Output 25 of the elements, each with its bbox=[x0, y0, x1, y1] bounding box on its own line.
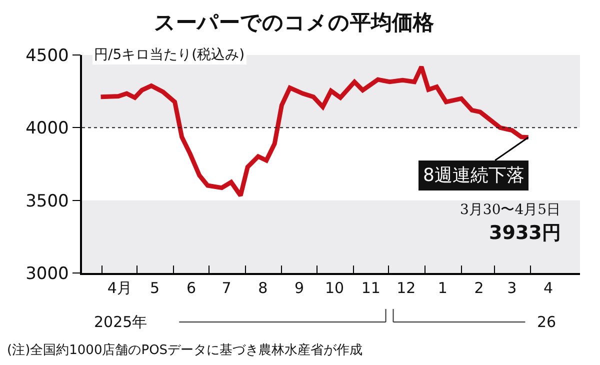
x-tick-label: 5 bbox=[150, 278, 160, 297]
y-tick-label: 3000 bbox=[26, 264, 69, 284]
x-tick-label: 4月 bbox=[107, 278, 132, 297]
y-tick-label: 4000 bbox=[26, 118, 69, 139]
x-tick-label: 2 bbox=[474, 278, 484, 297]
text: 2025年 bbox=[94, 313, 148, 331]
text: (注)全国約1000店舗のPOSデータに基づき農林水産省が作成 bbox=[7, 342, 363, 358]
annotation: 8週連続下落 bbox=[423, 165, 524, 186]
y-tick-label: 4500 bbox=[26, 46, 69, 66]
y-tick-label: 3500 bbox=[26, 191, 69, 212]
x-tick-label: 10 bbox=[324, 278, 344, 297]
chart-title: スーパーでのコメの平均価格 bbox=[154, 10, 435, 34]
x-tick-label: 7 bbox=[222, 278, 232, 297]
x-tick-label: 12 bbox=[396, 278, 416, 297]
x-tick-label: 1 bbox=[438, 278, 448, 297]
x-tick-label: 8 bbox=[258, 278, 268, 297]
annotation: 3月30〜4月5日 bbox=[460, 202, 561, 218]
y-axis-title: 円/5キロ当たり(税込み) bbox=[94, 47, 245, 63]
text: 26 bbox=[537, 313, 556, 331]
x-tick-label: 3 bbox=[507, 278, 517, 297]
annotation: 3933円 bbox=[489, 222, 561, 244]
x-tick-label: 11 bbox=[361, 278, 380, 297]
x-tick-label: 6 bbox=[186, 278, 196, 297]
x-tick-label: 4 bbox=[544, 278, 554, 297]
x-tick-label: 9 bbox=[294, 278, 304, 297]
